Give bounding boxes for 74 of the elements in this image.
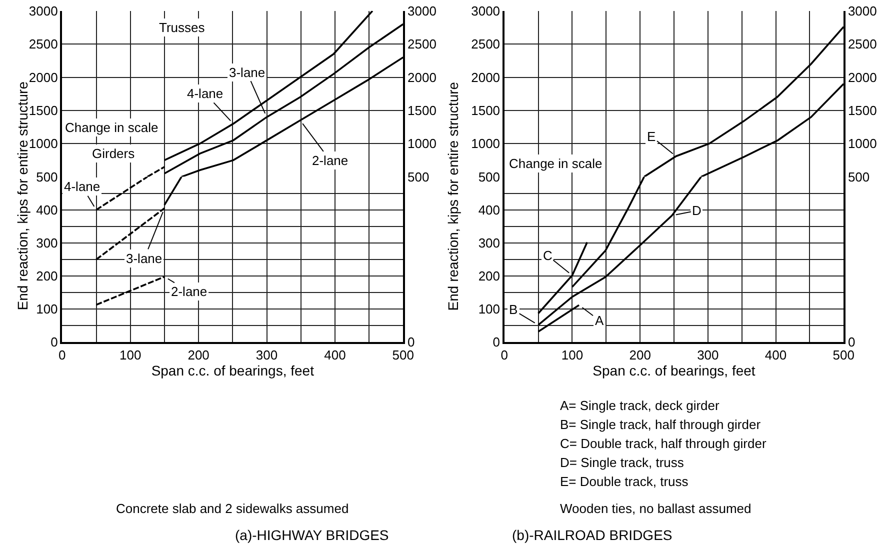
- y2-tick-label: 1500: [848, 102, 877, 118]
- y2-tick-label: 1000: [848, 136, 877, 152]
- annotation: D: [692, 203, 702, 218]
- text: B= Single track, half through girder: [560, 417, 762, 432]
- annotation: B: [509, 302, 518, 317]
- text: Concrete slab and 2 sidewalks assumed: [116, 501, 349, 516]
- y-axis-title: End reaction, kips for entire structure: [14, 81, 31, 310]
- y-tick-label: 200: [36, 268, 58, 284]
- text: (b)-RAILROAD BRIDGES: [512, 527, 672, 543]
- y-axis-title: End reaction, kips for entire structure: [445, 82, 462, 311]
- y-tick-label: 3000: [28, 3, 58, 18]
- y2-tick-label: 500: [848, 169, 870, 184]
- x-tick-label: 300: [697, 348, 719, 363]
- y-tick-label: 300: [36, 236, 58, 250]
- annotation: 4-lane: [64, 179, 100, 194]
- x-axis-title: Span c.c. of bearings, feet: [592, 362, 756, 379]
- annotation: Change in scale: [509, 156, 602, 171]
- x-tick-label: 500: [832, 348, 854, 363]
- y-tick-label: 300: [478, 236, 500, 250]
- x-tick-label: 100: [120, 348, 142, 363]
- y-tick-label: 100: [36, 302, 58, 317]
- annotation: 2-lane: [171, 284, 208, 299]
- annotation: Change in scale: [65, 120, 158, 135]
- y-tick-label: 1000: [471, 136, 500, 152]
- annotation: 2-lane: [312, 153, 348, 168]
- y2-tick-label: 2500: [408, 36, 436, 52]
- text: C= Double track, half through girder: [560, 436, 767, 451]
- y-tick-label: 400: [36, 202, 58, 218]
- y2-tick-label: 2500: [848, 36, 877, 52]
- x-tick-label: 500: [392, 348, 414, 363]
- y-tick-label: 2500: [471, 36, 500, 52]
- x-tick-label: 400: [324, 348, 346, 363]
- annotation: 4-lane: [187, 86, 224, 101]
- annotation: E: [647, 129, 656, 144]
- y2-tick-label: 3000: [848, 3, 877, 18]
- y-tick-label: 200: [478, 268, 500, 284]
- y2-tick-label: 0: [408, 334, 415, 350]
- y-tick-label: 0: [492, 334, 500, 350]
- y-tick-label: 2000: [28, 70, 58, 85]
- text: Wooden ties, no ballast assumed: [560, 501, 752, 516]
- y2-tick-label: 3000: [408, 3, 436, 18]
- y-tick-label: 400: [478, 202, 500, 218]
- text: A= Single track, deck girder: [560, 398, 720, 413]
- y2-tick-label: 0: [848, 334, 856, 350]
- y-tick-label: 1000: [28, 136, 58, 152]
- x-tick-label: 400: [764, 348, 787, 363]
- annotation: Girders: [92, 146, 136, 161]
- x-axis-title: Span c.c. of bearings, feet: [151, 362, 314, 379]
- y2-tick-label: 2000: [848, 70, 877, 85]
- x-tick-label: 300: [256, 348, 278, 363]
- x-tick-label: 200: [629, 348, 651, 363]
- y-tick-label: 1500: [28, 102, 58, 118]
- text: E= Double track, truss: [560, 474, 689, 489]
- y2-tick-label: 500: [408, 169, 430, 184]
- annotation: 3-lane: [229, 65, 266, 80]
- y-tick-label: 500: [36, 169, 58, 184]
- y-tick-label: 3000: [471, 3, 500, 18]
- y-tick-label: 2000: [471, 70, 500, 85]
- y-tick-label: 100: [478, 302, 500, 317]
- annotation: Trusses: [159, 20, 206, 35]
- y-tick-label: 1500: [471, 102, 500, 118]
- y-tick-label: 0: [50, 334, 58, 350]
- annotation: A: [595, 313, 604, 328]
- x-tick-label: 100: [561, 348, 584, 363]
- annotation: 3-lane: [126, 251, 162, 266]
- y-tick-label: 500: [478, 169, 500, 184]
- y2-tick-label: 2000: [408, 70, 436, 85]
- text: D= Single track, truss: [560, 455, 684, 470]
- y-tick-label: 2500: [28, 36, 58, 52]
- y2-tick-label: 1000: [408, 136, 436, 152]
- annotation: C: [543, 248, 552, 263]
- y2-tick-label: 1500: [408, 102, 436, 118]
- x-tick-label: 200: [188, 348, 210, 363]
- text: (a)-HIGHWAY BRIDGES: [235, 527, 389, 543]
